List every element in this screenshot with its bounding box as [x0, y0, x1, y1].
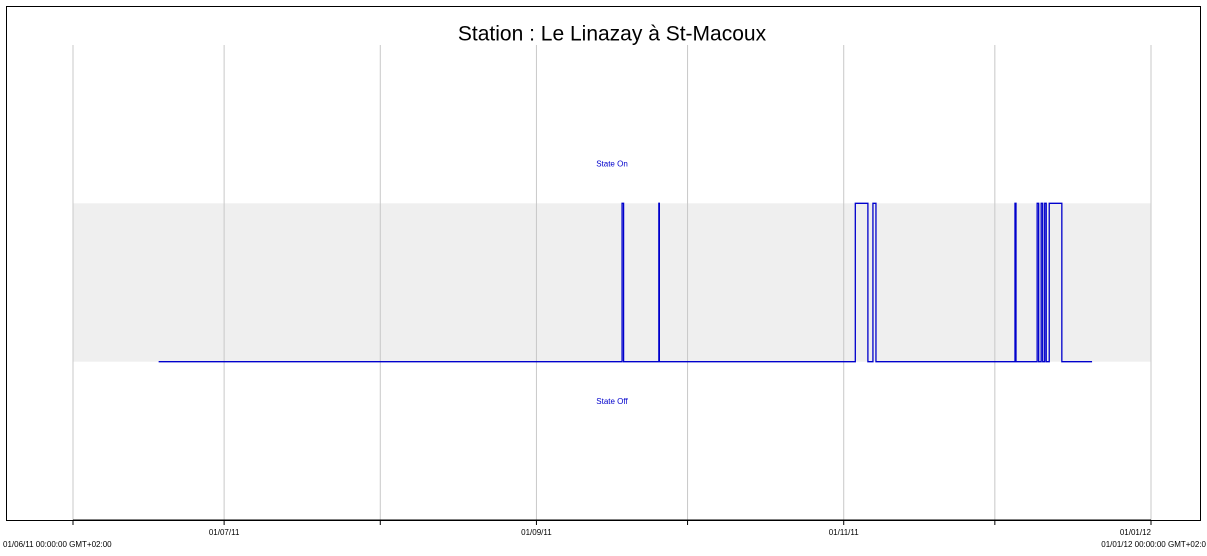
chart-title: Station : Le Linazay à St-Macoux	[458, 23, 767, 46]
x-start-label: 01/06/11 00:00:00 GMT+02:00	[3, 540, 112, 549]
x-tick-label: 01/09/11	[521, 528, 552, 537]
state-line	[158, 202, 1093, 363]
x-tick-label: 01/01/12	[1120, 528, 1152, 537]
state-label: State On	[596, 159, 628, 168]
x-end-label: 01/01/12 00:00:00 GMT+02:0	[1101, 540, 1206, 549]
state-band	[73, 203, 1151, 362]
x-tick-label: 01/11/11	[829, 528, 860, 537]
x-tick-label: 01/07/11	[209, 528, 240, 537]
state-label: State Off	[596, 397, 628, 406]
